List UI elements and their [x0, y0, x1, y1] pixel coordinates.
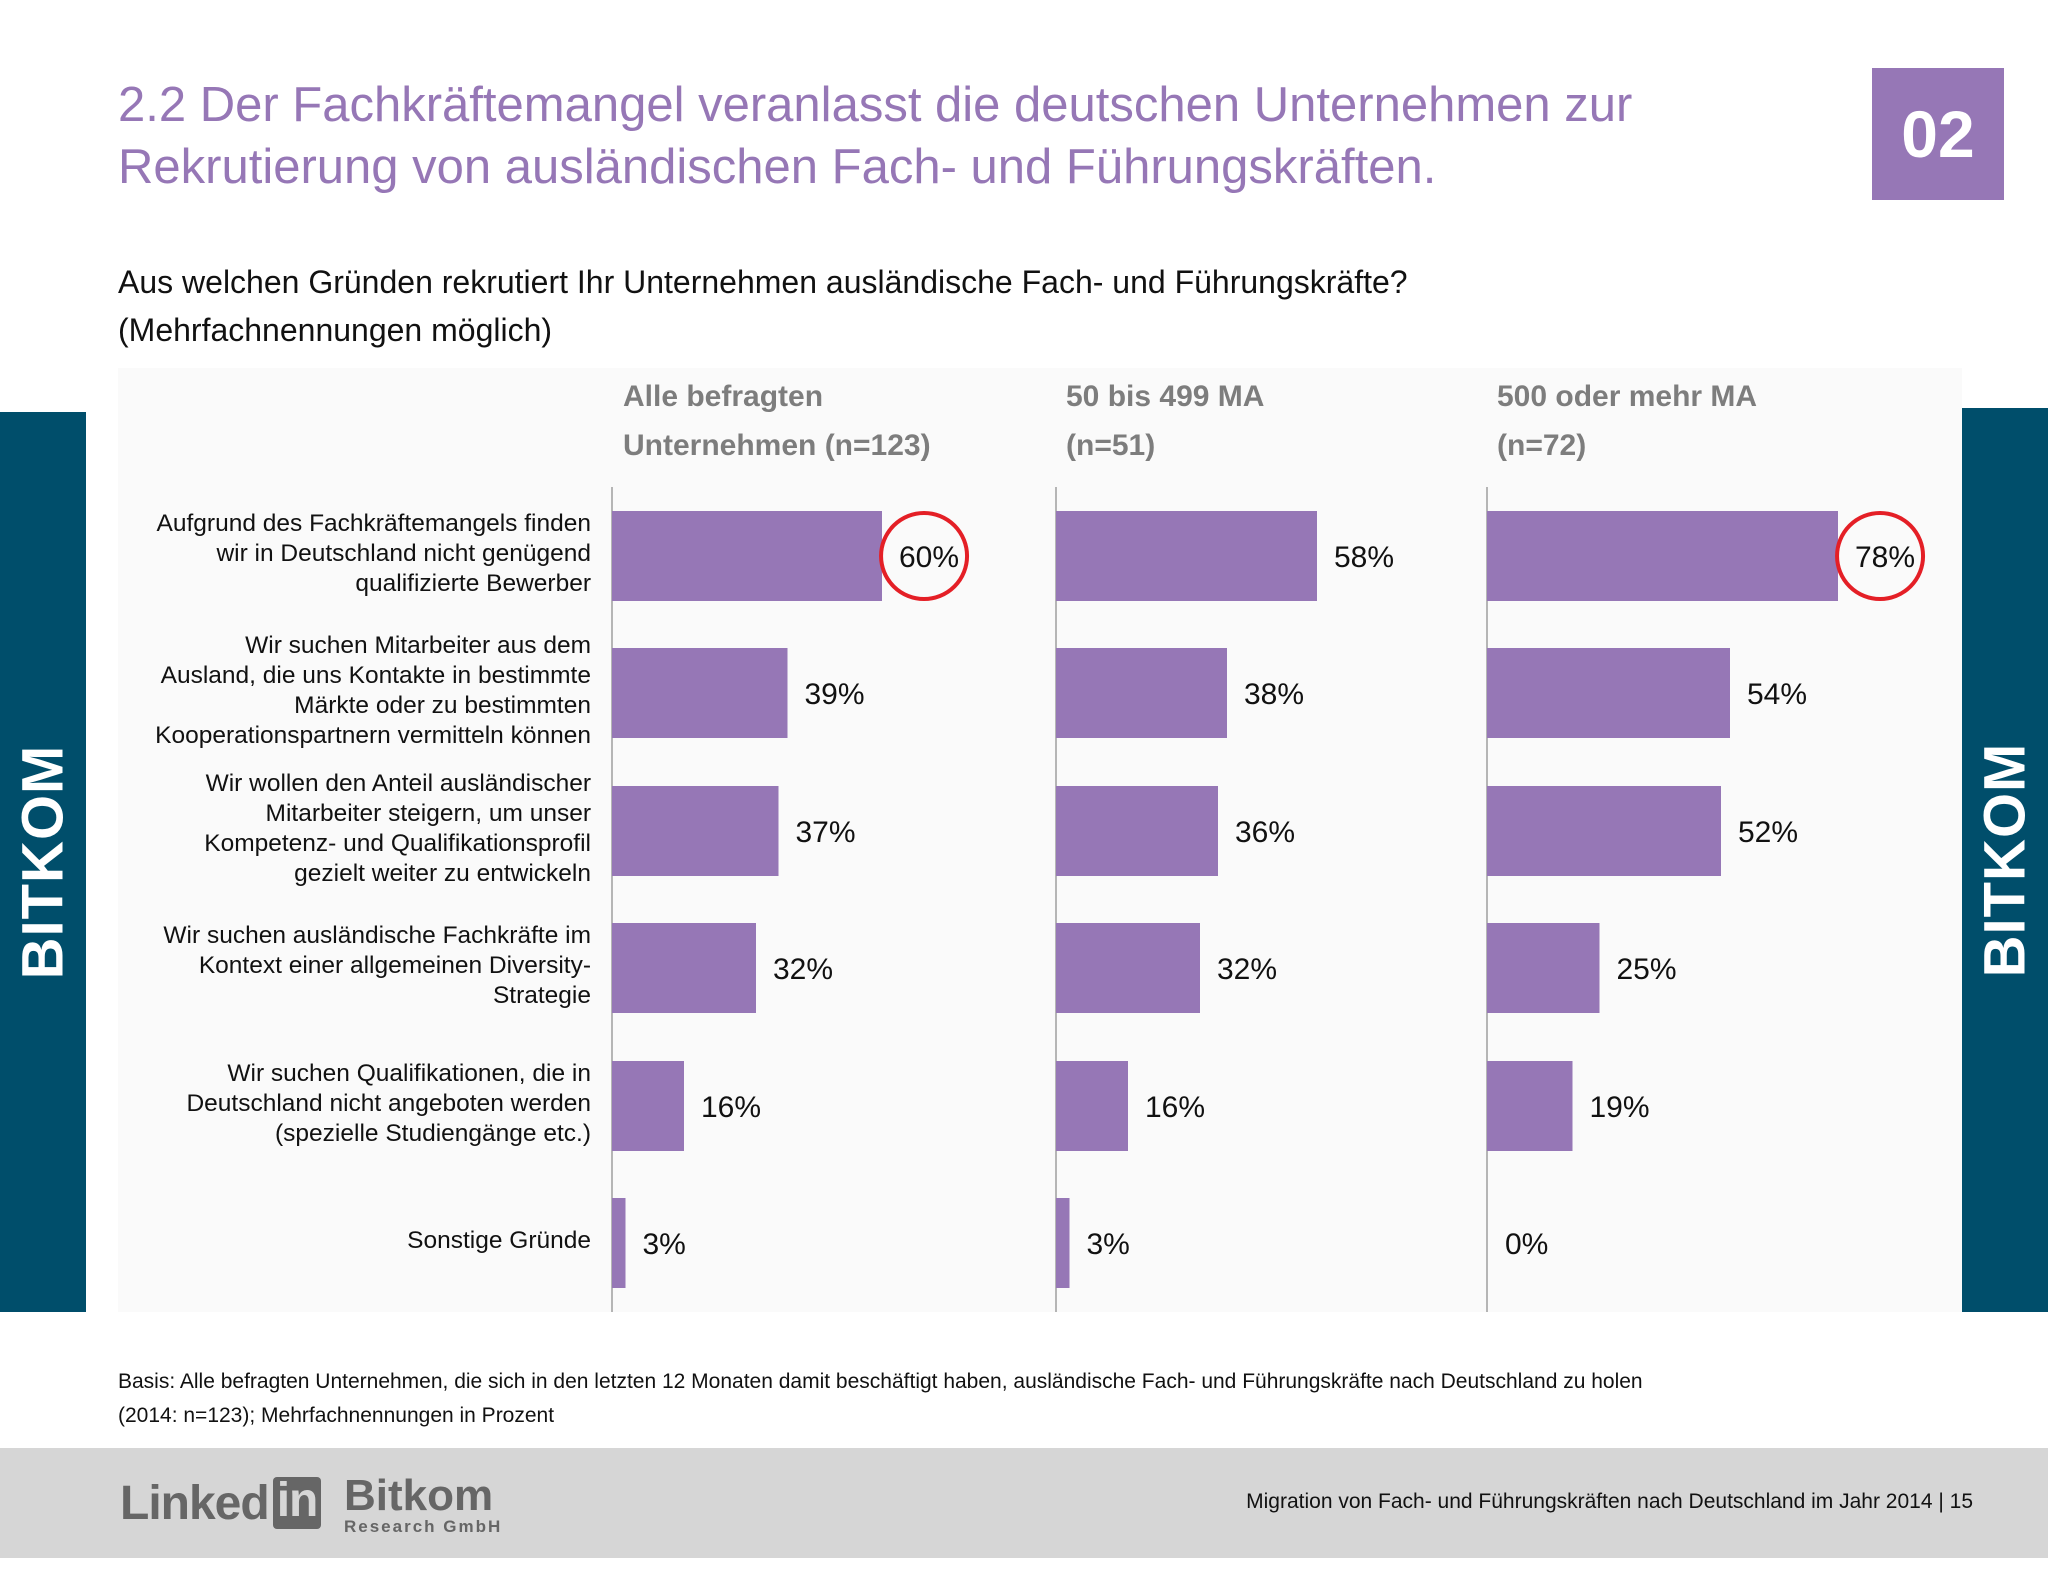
bar: [1056, 511, 1317, 601]
bar: [1487, 923, 1600, 1013]
data-label: 3%: [643, 1228, 686, 1261]
highlight-circle: [1835, 511, 1926, 601]
data-label: 54%: [1747, 678, 1807, 711]
bar: [1056, 786, 1218, 876]
data-label: 0%: [1505, 1228, 1548, 1261]
survey-question: Aus welchen Gründen rekrutiert Ihr Unter…: [118, 258, 1408, 354]
bar: [1487, 786, 1721, 876]
category-label-line: Strategie: [492, 982, 591, 1009]
category-label: Aufgrund des Fachkräftemangels finden wir…: [111, 509, 591, 599]
category-label-line: qualifizierte Bewerber: [355, 570, 591, 597]
category-label-line: Deutschland nicht angeboten werden: [186, 1090, 591, 1117]
footer-bar: [0, 1448, 2048, 1558]
linkedin-logo-text: Linked: [120, 1476, 270, 1530]
bitkom-logo-sub: Research GmbH: [344, 1517, 503, 1536]
data-label: 37%: [796, 816, 856, 849]
data-label: 16%: [701, 1091, 761, 1124]
question-line-2: (Mehrfachnennungen möglich): [118, 312, 553, 348]
data-label: 58%: [1334, 541, 1394, 574]
bar: [1487, 511, 1838, 601]
category-label-line: Mitarbeiter steigern, um unser: [265, 800, 591, 827]
column-header-line: 500 oder mehr MA: [1497, 380, 1758, 413]
category-label: Wir suchen Mitarbeiter aus dem Ausland, d…: [111, 631, 591, 751]
category-label-line: Wir suchen ausländische Fachkräfte im: [163, 922, 591, 949]
category-label: Wir suchen ausländische Fachkräfte im Kon…: [111, 921, 591, 1011]
data-label: 38%: [1244, 678, 1304, 711]
data-label: 52%: [1738, 816, 1798, 849]
page-title: 2.2 Der Fachkräftemangel veranlasst die …: [118, 74, 1818, 198]
bar: [612, 1061, 684, 1151]
column-header: 50 bis 499 MA (n=51): [1066, 372, 1264, 470]
footer-caption: Migration von Fach- und Führungskräften …: [1246, 1490, 1973, 1513]
question-line-1: Aus welchen Gründen rekrutiert Ihr Unter…: [118, 264, 1408, 300]
title-line-1: 2.2 Der Fachkräftemangel veranlasst die …: [118, 78, 1633, 132]
data-label: 78%: [1855, 541, 1915, 574]
category-label: Wir wollen den Anteil ausländischer Mitar…: [111, 769, 591, 889]
bar: [612, 923, 756, 1013]
side-band-left: BITKOM: [0, 412, 86, 1312]
category-label-line: (spezielle Studiengänge etc.): [275, 1120, 591, 1147]
category-label-line: Märkte oder zu bestimmten: [294, 692, 591, 719]
category-label-line: Kontext einer allgemeinen Diversity-: [198, 952, 591, 979]
bitkom-research-logo: Bitkom Research GmbH: [344, 1474, 502, 1536]
data-label: 16%: [1145, 1091, 1205, 1124]
footnote: Basis: Alle befragten Unternehmen, die s…: [118, 1365, 1918, 1433]
column-header-line: (n=72): [1497, 429, 1587, 462]
bar: [1056, 923, 1200, 1013]
bar: [1056, 1061, 1128, 1151]
category-label-line: Wir wollen den Anteil ausländischer: [205, 770, 591, 797]
footnote-line-2: (2014: n=123); Mehrfachnennungen in Proz…: [118, 1404, 555, 1427]
data-label: 60%: [899, 541, 959, 574]
bar: [612, 648, 788, 738]
highlight-circle: [879, 511, 970, 601]
category-label-line: wir in Deutschland nicht genügend: [216, 540, 591, 567]
footnote-line-1: Basis: Alle befragten Unternehmen, die s…: [118, 1370, 1643, 1393]
category-label-line: Aufgrund des Fachkräftemangels finden: [156, 510, 591, 537]
category-label-line: Kompetenz- und Qualifikationsprofil: [204, 830, 591, 857]
column-header-line: Unternehmen (n=123): [623, 429, 931, 462]
title-line-2: Rekrutierung von ausländischen Fach- und…: [118, 140, 1437, 194]
linkedin-logo-box: in: [272, 1477, 322, 1529]
bar: [612, 511, 882, 601]
side-band-right: BITKOM: [1962, 408, 2048, 1312]
bar: [1487, 1061, 1573, 1151]
category-label-line: Ausland, die uns Kontakte in bestimmte: [160, 662, 591, 689]
bar: [1487, 648, 1730, 738]
column-header-line: (n=51): [1066, 429, 1156, 462]
data-label: 39%: [805, 678, 865, 711]
bar: [612, 1198, 626, 1288]
linkedin-logo: Linked in: [120, 1476, 322, 1530]
data-label: 36%: [1235, 816, 1295, 849]
column-header: 500 oder mehr MA (n=72): [1497, 372, 1757, 470]
data-label: 25%: [1617, 953, 1677, 986]
bar: [1056, 1198, 1070, 1288]
data-label: 32%: [773, 953, 833, 986]
category-label: Wir suchen Qualifikationen, die in Deutsc…: [111, 1059, 591, 1149]
column-header: Alle befragten Unternehmen (n=123): [623, 372, 931, 470]
category-label-line: gezielt weiter zu entwickeln: [294, 860, 591, 887]
category-label-line: Kooperationspartnern vermitteln können: [155, 722, 591, 749]
section-badge: 02: [1872, 68, 2004, 200]
bar: [612, 786, 779, 876]
category-label: Sonstige Gründe: [111, 1226, 591, 1256]
category-label-line: Wir suchen Qualifikationen, die in: [227, 1060, 591, 1087]
data-label: 32%: [1217, 953, 1277, 986]
data-label: 19%: [1590, 1091, 1650, 1124]
data-label: 3%: [1087, 1228, 1130, 1261]
category-label-line: Sonstige Gründe: [407, 1227, 591, 1254]
bitkom-logo-name: Bitkom: [344, 1471, 494, 1520]
column-header-line: Alle befragten: [623, 380, 824, 413]
category-label-line: Wir suchen Mitarbeiter aus dem: [245, 632, 591, 659]
bar: [1056, 648, 1227, 738]
column-header-line: 50 bis 499 MA: [1066, 380, 1265, 413]
